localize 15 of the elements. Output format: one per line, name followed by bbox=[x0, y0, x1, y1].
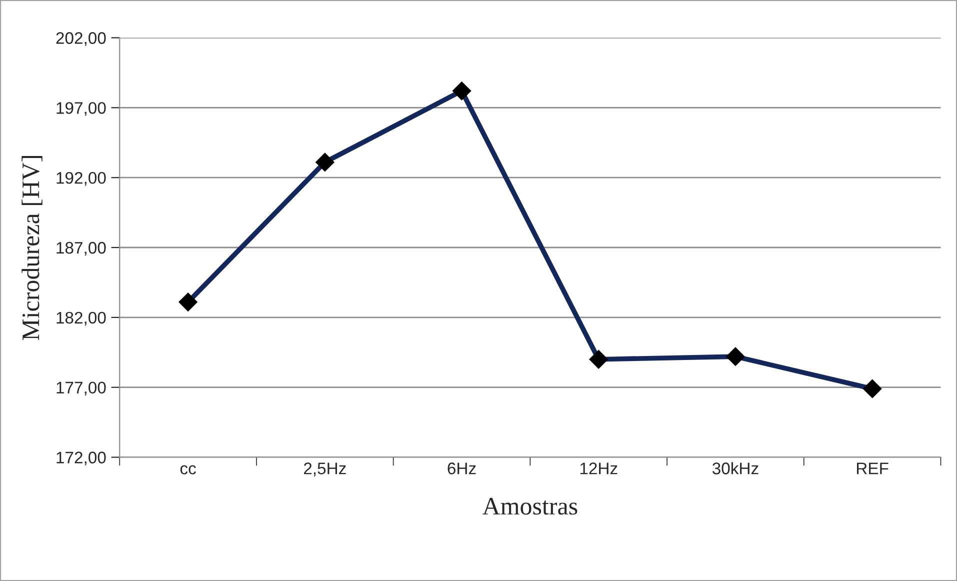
x-tick-label: cc bbox=[180, 465, 196, 474]
y-tick-label: 182,00 bbox=[56, 312, 106, 326]
x-tick-label: REF bbox=[857, 462, 888, 474]
x-axis-title: Amostras bbox=[482, 498, 578, 515]
y-tick-label: 187,00 bbox=[56, 242, 106, 256]
y-tick-label: 197,00 bbox=[56, 102, 106, 116]
x-tick-label: 2,5Hz bbox=[304, 462, 346, 476]
y-tick-label: 192,00 bbox=[56, 172, 106, 186]
y-tick-label: 172,00 bbox=[56, 452, 106, 466]
x-tick-label: 6Hz bbox=[448, 462, 476, 474]
x-tick-label: 30kHz bbox=[712, 462, 758, 474]
y-tick-label: 177,00 bbox=[56, 382, 106, 396]
y-axis-title: Microdureza [HV] bbox=[22, 156, 42, 340]
y-tick-label: 202,00 bbox=[56, 32, 106, 46]
x-tick-label: 12Hz bbox=[580, 462, 618, 474]
